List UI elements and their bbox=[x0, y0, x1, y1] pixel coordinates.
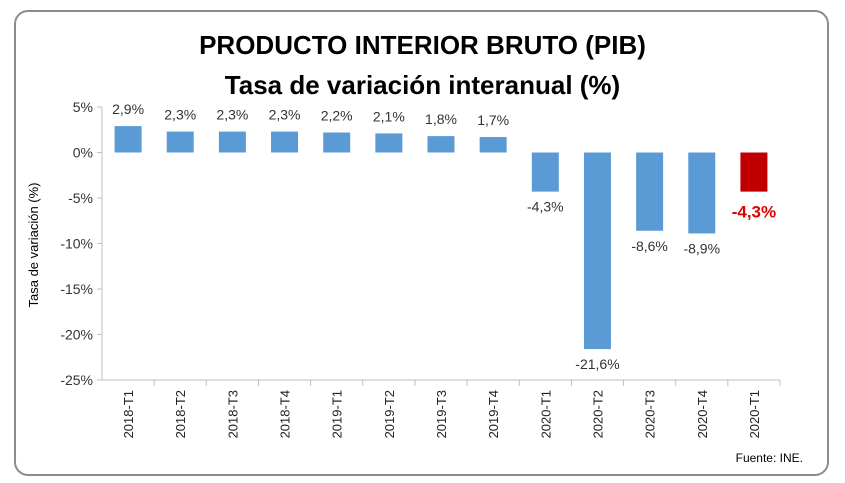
data-label: 2,2% bbox=[321, 107, 353, 123]
bar bbox=[166, 131, 194, 153]
x-tick-label: 2019-T1 bbox=[330, 390, 345, 438]
data-label: 2,3% bbox=[269, 107, 301, 123]
bar bbox=[583, 152, 611, 350]
y-tick-label: 0% bbox=[73, 145, 93, 161]
bar bbox=[218, 131, 246, 153]
bar bbox=[740, 152, 768, 192]
chart-title: PRODUCTO INTERIOR BRUTO (PIB) bbox=[199, 30, 646, 60]
bar bbox=[375, 133, 403, 153]
bar bbox=[479, 137, 507, 153]
bar bbox=[114, 126, 142, 153]
y-tick-label: -20% bbox=[60, 327, 93, 343]
data-label: 2,3% bbox=[164, 107, 196, 123]
bar bbox=[636, 152, 664, 231]
x-tick-label: 2019-T3 bbox=[434, 390, 449, 438]
x-tick-label: 2018-T3 bbox=[225, 390, 240, 438]
data-label: -21,6% bbox=[575, 356, 619, 372]
source-note: Fuente: INE. bbox=[735, 451, 803, 465]
bar bbox=[427, 136, 455, 153]
x-tick-label: 2020-T2 bbox=[590, 390, 605, 438]
x-tick-label: 2020-T3 bbox=[643, 390, 658, 438]
x-tick-label: 2018-T1 bbox=[121, 390, 136, 438]
bars bbox=[114, 126, 768, 350]
data-label: 2,1% bbox=[373, 108, 405, 124]
data-label: -4,3% bbox=[732, 203, 776, 222]
y-tick-label: -25% bbox=[60, 372, 93, 388]
x-axis: 2018-T1 2018-T2 2018-T3 2018-T4 2019-T1 2019-… bbox=[102, 379, 781, 438]
bar bbox=[271, 131, 299, 153]
y-tick-label: -10% bbox=[60, 236, 93, 252]
chart-frame bbox=[14, 10, 829, 476]
y-axis: 5% 0% -5% -10% -15% -20% -25% bbox=[60, 99, 103, 388]
y-tick-label: -5% bbox=[68, 190, 93, 206]
bar bbox=[531, 152, 559, 192]
data-label: -4,3% bbox=[527, 199, 564, 215]
data-label: 1,8% bbox=[425, 111, 457, 127]
x-tick-label: 2020-T4 bbox=[695, 390, 710, 438]
x-tick-label: 2020-T1 bbox=[747, 390, 762, 438]
x-tick-label: 2018-T4 bbox=[278, 390, 293, 438]
x-tick-label: 2019-T2 bbox=[382, 390, 397, 438]
data-label: 2,9% bbox=[112, 101, 144, 117]
chart-subtitle: Tasa de variación interanual (%) bbox=[224, 70, 621, 100]
x-tick-label: 2018-T2 bbox=[173, 390, 188, 438]
x-tick-label: 2019-T4 bbox=[486, 390, 501, 438]
data-label: -8,6% bbox=[631, 238, 668, 254]
data-label: 1,7% bbox=[477, 112, 509, 128]
y-axis-label: Tasa de variación (%) bbox=[26, 183, 41, 308]
y-tick-label: 5% bbox=[73, 99, 93, 115]
data-label: 2,3% bbox=[216, 107, 248, 123]
bar bbox=[323, 132, 351, 153]
data-label: -8,9% bbox=[683, 240, 720, 256]
y-tick-label: -15% bbox=[60, 281, 93, 297]
x-tick-label: 2020-T1 bbox=[538, 390, 553, 438]
data-labels: 2,9% 2,3% 2,3% 2,3% 2,2% 2,1% 1,8% 1,7% -4,3% -21… bbox=[112, 101, 776, 372]
bar bbox=[688, 152, 716, 234]
